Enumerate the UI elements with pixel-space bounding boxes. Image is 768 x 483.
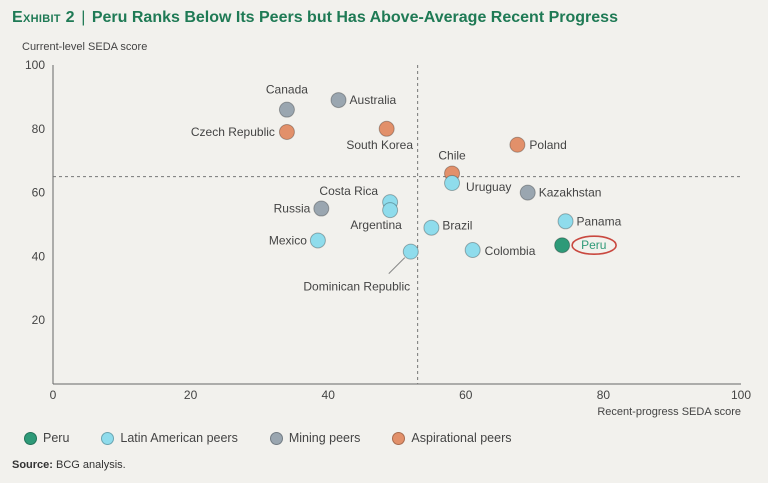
point-label-chile: Chile [438, 148, 466, 162]
source-label: Source: [12, 459, 53, 471]
point-poland [509, 136, 526, 153]
point-mexico [309, 232, 326, 249]
source-note: Source: BCG analysis. [12, 459, 126, 471]
legend-label-aspirational-peers: Aspirational peers [411, 431, 512, 445]
point-brazil [423, 219, 440, 236]
point-label-canada: Canada [266, 83, 308, 97]
point-argentina [382, 202, 399, 219]
legend-swatch-latin-american-peers [101, 431, 115, 445]
title-text: Peru Ranks Below Its Peers but Has Above… [91, 9, 618, 26]
x-axis-label: Recent-progress SEDA score [597, 406, 741, 418]
legend-label-mining-peers: Mining peers [288, 431, 361, 445]
x-tick-label-40: 40 [322, 388, 336, 402]
legend-item-aspirational-peers: Aspirational peers [392, 431, 511, 445]
point-peru [554, 237, 571, 254]
highlight-ring-peru [571, 235, 617, 256]
point-label-south-korea: South Korea [346, 138, 413, 152]
x-tick-label-80: 80 [597, 388, 611, 402]
point-label-brazil: Brazil [442, 219, 472, 233]
point-czech-republic [278, 123, 295, 140]
title-separator: | [81, 9, 86, 26]
point-australia [330, 92, 347, 109]
point-colombia [464, 242, 481, 259]
point-label-russia: Russia [274, 202, 311, 216]
y-tick-label-40: 40 [32, 249, 46, 263]
x-tick-label-100: 100 [731, 388, 751, 402]
point-kazakhstan [519, 184, 536, 201]
legend-item-mining-peers: Mining peers [269, 431, 361, 445]
point-canada [278, 101, 295, 118]
point-label-uruguay: Uruguay [466, 180, 511, 194]
chart-title: Exhibit 2 | Peru Ranks Below Its Peers b… [12, 9, 618, 27]
y-tick-label-100: 100 [25, 58, 45, 72]
point-panama [557, 213, 574, 230]
x-tick-label-0: 0 [50, 388, 57, 402]
y-tick-label-60: 60 [32, 186, 46, 200]
point-russia [313, 200, 330, 217]
x-tick-label-60: 60 [459, 388, 473, 402]
point-label-dominican-republic: Dominican Republic [303, 280, 410, 294]
point-label-costa-rica: Costa Rica [319, 184, 378, 198]
y-tick-label-80: 80 [32, 122, 46, 136]
point-uruguay [444, 175, 461, 192]
y-axis-label: Current-level SEDA score [22, 41, 147, 53]
legend-swatch-mining-peers [269, 431, 283, 445]
legend: Peru Latin American peers Mining peers Aspi… [24, 431, 511, 445]
legend-label-latin-american-peers: Latin American peers [120, 431, 238, 445]
point-label-poland: Poland [529, 138, 566, 152]
point-label-kazakhstan: Kazakhstan [539, 186, 602, 200]
point-label-australia: Australia [350, 93, 397, 107]
legend-swatch-aspirational-peers [392, 431, 406, 445]
legend-label-peru: Peru [43, 431, 70, 445]
point-label-czech-republic: Czech Republic [191, 125, 275, 139]
point-south-korea [378, 120, 395, 137]
leader-line-dominican-republic [388, 257, 406, 274]
legend-item-latin-american-peers: Latin American peers [101, 431, 238, 445]
x-tick-label-20: 20 [184, 388, 198, 402]
point-label-colombia: Colombia [485, 244, 536, 258]
y-tick-label-20: 20 [32, 313, 46, 327]
point-label-mexico: Mexico [269, 233, 307, 247]
point-label-peru: Peru [581, 238, 606, 252]
source-text: BCG analysis. [56, 459, 126, 471]
exhibit-label: Exhibit 2 [12, 9, 75, 26]
point-label-argentina: Argentina [350, 218, 402, 232]
point-label-panama: Panama [577, 214, 622, 228]
legend-swatch-peru [24, 431, 37, 445]
point-dominican-republic [402, 243, 419, 260]
legend-item-peru: Peru [24, 431, 69, 445]
